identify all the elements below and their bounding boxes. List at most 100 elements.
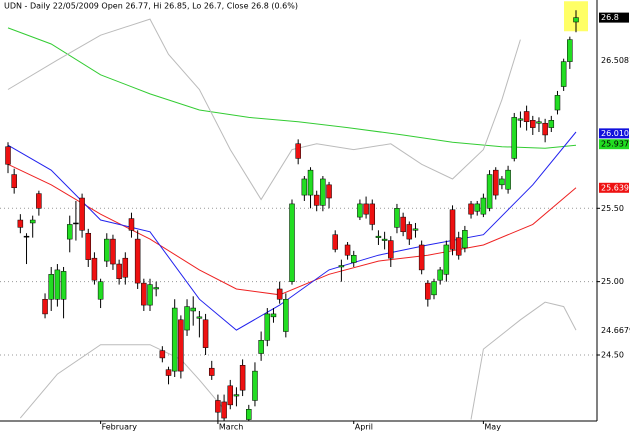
candle-body: [499, 178, 505, 186]
price-label: 25.6398: [601, 183, 630, 192]
candle-body: [134, 238, 141, 284]
candle-body: [363, 203, 369, 215]
candle-body: [307, 169, 314, 196]
candle-body: [394, 208, 400, 228]
candle-body: [54, 269, 61, 300]
candle-body: [5, 146, 11, 165]
candle-body: [406, 224, 413, 240]
candle-body: [369, 203, 376, 225]
candle-body: [554, 95, 561, 111]
candle-body: [128, 218, 135, 231]
candle-body: [252, 370, 258, 401]
candle-body: [517, 118, 524, 121]
candle-body: [468, 203, 474, 215]
candle-body: [147, 284, 153, 306]
candle-body: [301, 178, 308, 196]
candle-body: [104, 238, 110, 262]
price-label: 26.0108: [601, 129, 630, 138]
candle-body: [239, 365, 246, 391]
candle-body: [455, 237, 462, 256]
candle-body: [338, 265, 345, 268]
candle-body: [42, 298, 48, 315]
candle-body: [443, 244, 450, 275]
candle-body: [171, 307, 178, 372]
candle-body: [425, 282, 431, 300]
candle-body: [215, 400, 221, 413]
candle-body: [29, 219, 36, 224]
candle-body: [388, 240, 394, 259]
price-label-box: [599, 139, 629, 150]
candle-body: [523, 111, 530, 123]
y-tick-label: 25.00: [601, 277, 624, 286]
candle-body: [486, 174, 493, 209]
candle-body: [375, 235, 382, 238]
candle-body: [560, 61, 567, 87]
candle-body: [573, 17, 579, 23]
candle-body: [202, 319, 209, 348]
candle-body: [462, 230, 468, 249]
candle-body: [165, 369, 172, 376]
x-tick-label: April: [355, 423, 373, 431]
candle-body: [48, 274, 54, 300]
candle-body: [412, 228, 419, 231]
price-label-box: [599, 12, 629, 23]
price-label: 25.9371: [601, 140, 630, 149]
candle-body: [418, 244, 425, 271]
candle-body: [357, 203, 363, 218]
candle-body: [159, 350, 166, 359]
price-label-box: [599, 55, 629, 66]
price-label: 26.8: [601, 13, 619, 22]
candle-body: [153, 287, 159, 290]
price-label-box: [599, 128, 629, 139]
candle-body: [492, 169, 499, 196]
candle-body: [289, 203, 295, 282]
candle-body: [276, 288, 283, 300]
candle-body: [548, 120, 555, 128]
candle-body: [91, 257, 98, 281]
candle-body: [530, 120, 536, 128]
price-label: 24.6679: [601, 326, 630, 335]
candle-body: [116, 263, 122, 279]
candle-body: [381, 238, 388, 241]
price-label: 26.5081: [601, 56, 630, 65]
candle-body: [431, 281, 437, 296]
candle-body: [505, 169, 511, 190]
candle-body: [326, 184, 332, 199]
x-tick-label: May: [484, 423, 501, 431]
candle-body: [270, 313, 277, 318]
candle-body: [246, 409, 252, 420]
candle-body: [73, 222, 79, 225]
overlay-line: [19, 301, 577, 420]
candle-body: [85, 232, 92, 260]
candle-body: [196, 316, 203, 319]
candle-body: [122, 257, 129, 278]
candle-body: [233, 394, 240, 397]
y-tick-label: 25.50: [601, 204, 624, 213]
candle-body: [221, 401, 227, 419]
plot-area: [0, 1, 597, 421]
overlay-line: [7, 27, 577, 149]
candle-body: [17, 219, 24, 228]
candle-body: [184, 306, 190, 331]
candle-body: [344, 244, 351, 256]
candle-body: [536, 121, 542, 124]
candle-body: [227, 385, 234, 406]
candle-body: [350, 254, 357, 263]
candle-body: [264, 313, 271, 341]
price-label-box: [599, 325, 629, 336]
candle-body: [60, 271, 67, 300]
candle-body: [36, 193, 42, 209]
candle-body: [283, 298, 289, 332]
candle-body: [23, 235, 30, 238]
candle-body: [332, 234, 338, 250]
candle-body: [511, 117, 518, 159]
candle-body: [295, 143, 301, 159]
chart-title: UDN - Daily 22/05/2009 Open 26.77, Hi 26…: [4, 2, 298, 11]
candle-body: [480, 197, 487, 215]
candle-body: [110, 238, 116, 265]
y-tick-label: 24.50: [601, 350, 624, 359]
x-tick-label: February: [102, 423, 138, 431]
candle-body: [66, 224, 73, 240]
